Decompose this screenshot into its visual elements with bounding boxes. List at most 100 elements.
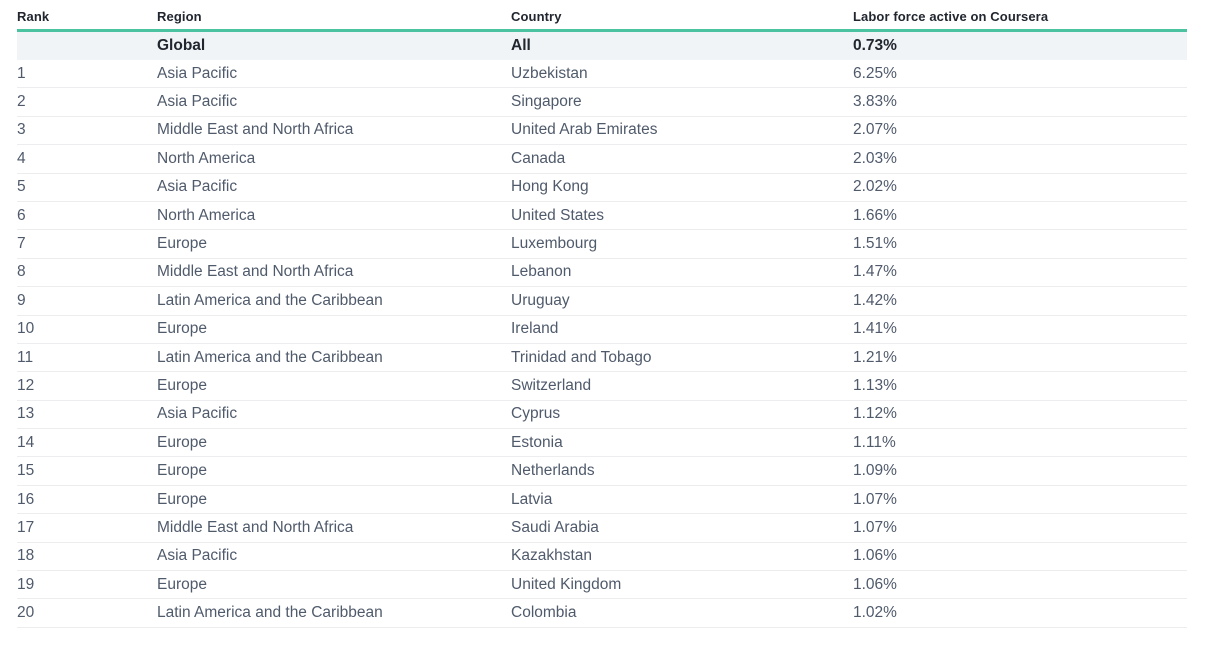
country-cell: Latvia <box>511 490 553 508</box>
region-cell: Middle East and North Africa <box>157 263 354 281</box>
value-cell: 1.41% <box>853 320 897 338</box>
region-cell: Middle East and North Africa <box>157 121 354 139</box>
rank-cell: 4 <box>17 149 26 167</box>
table-row: 13 Asia Pacific Cyprus 1.12% <box>17 401 1187 430</box>
table-row: 19 Europe United Kingdom 1.06% <box>17 571 1187 600</box>
table-row: 9 Latin America and the Caribbean Uruguay 1… <box>17 287 1187 316</box>
table-row: 8 Middle East and North Africa Lebanon 1.47… <box>17 259 1187 288</box>
region-cell: Europe <box>157 235 207 253</box>
country-cell: Cyprus <box>511 405 561 423</box>
country-cell: Hong Kong <box>511 178 589 196</box>
rank-cell: 5 <box>17 178 26 196</box>
country-cell: Uzbekistan <box>511 64 588 82</box>
region-cell: Europe <box>157 433 207 451</box>
country-cell: All <box>511 37 531 54</box>
country-cell: Uruguay <box>511 291 570 309</box>
table-row: 3 Middle East and North Africa United Arab… <box>17 117 1187 146</box>
table-row: 6 North America United States 1.66% <box>17 202 1187 231</box>
table-row: 2 Asia Pacific Singapore 3.83% <box>17 88 1187 117</box>
summary-row-global: Global All 0.73% <box>17 32 1187 60</box>
table-header-row: Rank Region Country Labor force active o… <box>17 3 1187 32</box>
table-row: 5 Asia Pacific Hong Kong 2.02% <box>17 174 1187 202</box>
region-cell: Asia Pacific <box>157 93 238 111</box>
table-row: 1 Asia Pacific Uzbekistan 6.25% <box>17 60 1187 89</box>
labor-force-table: Rank Region Country Labor force active o… <box>17 3 1187 628</box>
region-cell: Asia Pacific <box>157 64 238 82</box>
rank-cell: 7 <box>17 235 26 253</box>
country-cell: Colombia <box>511 604 577 622</box>
value-cell: 1.12% <box>853 405 897 423</box>
rank-cell: 16 <box>17 490 35 508</box>
value-cell: 6.25% <box>853 64 897 82</box>
table-row: 7 Europe Luxembourg 1.51% <box>17 230 1187 259</box>
rank-cell: 18 <box>17 547 35 565</box>
value-cell: 1.09% <box>853 462 897 480</box>
value-cell: 1.11% <box>853 433 896 451</box>
country-cell: Ireland <box>511 320 559 338</box>
region-cell: Latin America and the Caribbean <box>157 291 383 309</box>
region-cell: North America <box>157 149 256 167</box>
table-row: 17 Middle East and North Africa Saudi Arab… <box>17 514 1187 543</box>
rank-cell: 12 <box>17 376 35 394</box>
rank-cell: 10 <box>17 320 35 338</box>
column-header-labor-force: Labor force active on Coursera <box>853 8 1049 24</box>
value-cell: 1.21% <box>853 348 897 366</box>
region-cell: Europe <box>157 490 207 508</box>
table-row: 10 Europe Ireland 1.41% <box>17 316 1187 344</box>
rank-cell: 1 <box>17 64 26 82</box>
rank-cell: 3 <box>17 121 26 139</box>
rank-cell: 13 <box>17 405 35 423</box>
rank-cell: 19 <box>17 575 35 593</box>
region-cell: Europe <box>157 575 207 593</box>
region-cell: Asia Pacific <box>157 178 238 196</box>
country-cell: Luxembourg <box>511 235 598 253</box>
value-cell: 1.51% <box>853 235 897 253</box>
table-row: 15 Europe Netherlands 1.09% <box>17 457 1187 486</box>
rank-cell: 8 <box>17 263 26 281</box>
country-cell: United Arab Emirates <box>511 121 658 139</box>
region-cell: Middle East and North Africa <box>157 518 354 536</box>
value-cell: 1.42% <box>853 291 897 309</box>
region-cell: Asia Pacific <box>157 405 238 423</box>
region-cell: Global <box>157 37 206 54</box>
table-row: 12 Europe Switzerland 1.13% <box>17 372 1187 401</box>
value-cell: 2.02% <box>853 178 897 196</box>
value-cell: 1.13% <box>853 376 897 394</box>
table-row: 14 Europe Estonia 1.11% <box>17 429 1187 458</box>
country-cell: Switzerland <box>511 376 592 394</box>
column-header-country: Country <box>511 8 562 24</box>
region-cell: North America <box>157 206 256 224</box>
region-cell: Latin America and the Caribbean <box>157 604 383 622</box>
table-row: 16 Europe Latvia 1.07% <box>17 486 1187 515</box>
value-cell: 3.83% <box>853 93 897 111</box>
column-header-rank: Rank <box>17 8 50 24</box>
rank-cell: 9 <box>17 291 26 309</box>
table-body: 1 Asia Pacific Uzbekistan 6.25% 2 Asia Pacifi… <box>17 60 1187 628</box>
table-row: 18 Asia Pacific Kazakhstan 1.06% <box>17 543 1187 572</box>
region-cell: Latin America and the Caribbean <box>157 348 383 366</box>
value-cell: 0.73% <box>853 37 897 54</box>
region-cell: Asia Pacific <box>157 547 238 565</box>
country-cell: United States <box>511 206 605 224</box>
rank-cell: 2 <box>17 93 26 111</box>
rank-cell: 11 <box>17 348 34 366</box>
rank-cell: 15 <box>17 462 35 480</box>
country-cell: Canada <box>511 149 566 167</box>
country-cell: Estonia <box>511 433 563 451</box>
country-cell: Netherlands <box>511 462 595 480</box>
rank-cell: 6 <box>17 206 26 224</box>
country-cell: Singapore <box>511 93 582 111</box>
region-cell: Europe <box>157 376 207 394</box>
rank-cell: 20 <box>17 604 35 622</box>
rank-cell: 14 <box>17 433 35 451</box>
value-cell: 1.06% <box>853 575 897 593</box>
value-cell: 1.66% <box>853 206 897 224</box>
region-cell: Europe <box>157 320 207 338</box>
country-cell: Saudi Arabia <box>511 518 599 536</box>
value-cell: 1.06% <box>853 547 897 565</box>
column-header-region: Region <box>157 8 202 24</box>
country-cell: Lebanon <box>511 263 572 281</box>
value-cell: 2.07% <box>853 121 897 139</box>
value-cell: 1.47% <box>853 263 897 281</box>
